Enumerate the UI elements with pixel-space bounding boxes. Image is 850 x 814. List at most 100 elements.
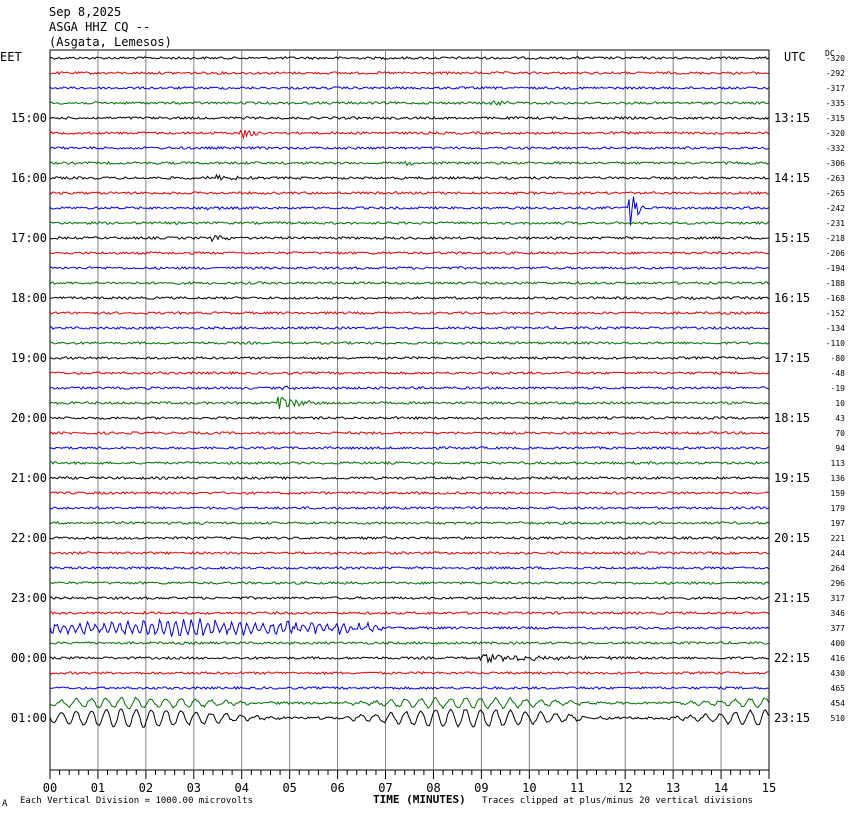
dc-offset-label: 221 xyxy=(831,534,846,543)
trace-line xyxy=(49,190,769,196)
left-hour-label: 18:00 xyxy=(11,291,47,305)
trace-line xyxy=(49,708,769,728)
header-date: Sep 8,2025 xyxy=(49,5,122,19)
dc-offset-label: 465 xyxy=(831,684,846,693)
trace-line xyxy=(49,385,769,391)
footer-mark: A xyxy=(2,799,8,809)
x-tick-label: 06 xyxy=(330,781,344,795)
trace-line xyxy=(49,536,769,540)
trace-line xyxy=(49,86,769,91)
dc-offset-label: -188 xyxy=(826,279,845,288)
header-station: ASGA HHZ CQ -- xyxy=(49,20,151,34)
trace-line xyxy=(49,696,769,710)
trace-line xyxy=(49,325,769,330)
right-hour-label: 23:15 xyxy=(774,711,810,725)
x-tick-label: 13 xyxy=(666,781,680,795)
left-hour-label: 17:00 xyxy=(11,231,47,245)
x-tick-label: 12 xyxy=(618,781,632,795)
dc-label: DC xyxy=(825,49,835,58)
x-tick-label: 15 xyxy=(762,781,776,795)
trace-line xyxy=(49,565,769,570)
dc-offset-label: 159 xyxy=(831,489,846,498)
left-tz-label: EET xyxy=(0,50,22,64)
trace-line xyxy=(49,115,769,121)
trace-line xyxy=(49,295,769,301)
x-tick-label: 01 xyxy=(91,781,105,795)
trace-line xyxy=(49,70,769,75)
right-tz-label: UTC xyxy=(784,50,806,64)
right-hour-label: 22:15 xyxy=(774,651,810,665)
trace-line xyxy=(49,356,769,361)
right-hour-label: 20:15 xyxy=(774,531,810,545)
trace-line xyxy=(50,581,769,586)
trace-line xyxy=(49,280,769,285)
dc-offset-label: -335 xyxy=(826,99,845,108)
dc-offset-label: -152 xyxy=(826,309,845,318)
trace-line xyxy=(49,446,769,451)
x-axis-title: TIME (MINUTES) xyxy=(373,793,466,806)
trace-line xyxy=(49,415,769,421)
x-tick-label: 02 xyxy=(139,781,153,795)
trace-line xyxy=(49,340,769,346)
header-location: (Asgata, Lemesos) xyxy=(49,35,172,49)
left-hour-label: 15:00 xyxy=(11,111,47,125)
trace-line xyxy=(49,251,769,256)
x-tick-label: 11 xyxy=(570,781,584,795)
trace-line xyxy=(49,596,769,600)
right-hour-label: 17:15 xyxy=(774,351,810,365)
trace-line xyxy=(49,221,769,226)
trace-line xyxy=(49,396,769,409)
dc-offset-label: 197 xyxy=(831,519,846,528)
clip-note: Traces clipped at plus/minus 20 vertical… xyxy=(482,796,753,806)
x-tick-label: 04 xyxy=(235,781,249,795)
dc-offset-label: 70 xyxy=(835,429,845,438)
dc-offset-label: -306 xyxy=(826,159,845,168)
trace-line xyxy=(49,641,769,645)
dc-offset-label: -320 xyxy=(826,129,845,138)
x-tick-label: 03 xyxy=(187,781,201,795)
dc-offset-label: -80 xyxy=(831,354,846,363)
x-tick-label: 00 xyxy=(43,781,57,795)
dc-offset-label: -315 xyxy=(826,114,845,123)
dc-offset-label: 43 xyxy=(835,414,845,423)
dc-offset-label: -332 xyxy=(826,144,845,153)
right-hour-label: 21:15 xyxy=(774,591,810,605)
dc-offset-label: -317 xyxy=(826,84,845,93)
dc-offset-label: -168 xyxy=(826,294,845,303)
dc-offset-label: 430 xyxy=(831,669,846,678)
trace-line xyxy=(49,431,769,435)
dc-offset-label: -110 xyxy=(826,339,845,348)
dc-offset-label: -134 xyxy=(826,324,845,333)
left-hour-label: 19:00 xyxy=(11,351,47,365)
dc-offset-label: -263 xyxy=(826,174,845,183)
dc-offset-label: -48 xyxy=(831,369,846,378)
x-tick-label: 14 xyxy=(714,781,728,795)
trace-line xyxy=(49,173,769,181)
trace-line xyxy=(49,310,769,315)
trace-line xyxy=(49,234,769,243)
dc-offset-label: 136 xyxy=(831,474,846,483)
dc-offset-label: 113 xyxy=(831,459,846,468)
dc-offset-label: 454 xyxy=(831,699,846,708)
right-hour-label: 19:15 xyxy=(774,471,810,485)
trace-line xyxy=(49,491,769,495)
trace-line xyxy=(49,370,769,376)
trace-line xyxy=(49,145,769,150)
left-hour-label: 16:00 xyxy=(11,171,47,185)
dc-offset-label: -206 xyxy=(826,249,845,258)
x-tick-label: 09 xyxy=(474,781,488,795)
left-hour-label: 21:00 xyxy=(11,471,47,485)
trace-line xyxy=(49,521,769,525)
trace-line xyxy=(49,129,769,140)
dc-offset-label: 10 xyxy=(835,399,845,408)
trace-line xyxy=(49,99,769,107)
x-tick-label: 08 xyxy=(426,781,440,795)
dc-offset-label: 94 xyxy=(835,444,845,453)
dc-offset-label: 264 xyxy=(831,564,846,573)
dc-offset-label: 296 xyxy=(831,579,846,588)
trace-line xyxy=(49,685,769,691)
scale-note: Each Vertical Division = 1000.00 microvo… xyxy=(20,796,253,806)
trace-line xyxy=(49,618,769,637)
